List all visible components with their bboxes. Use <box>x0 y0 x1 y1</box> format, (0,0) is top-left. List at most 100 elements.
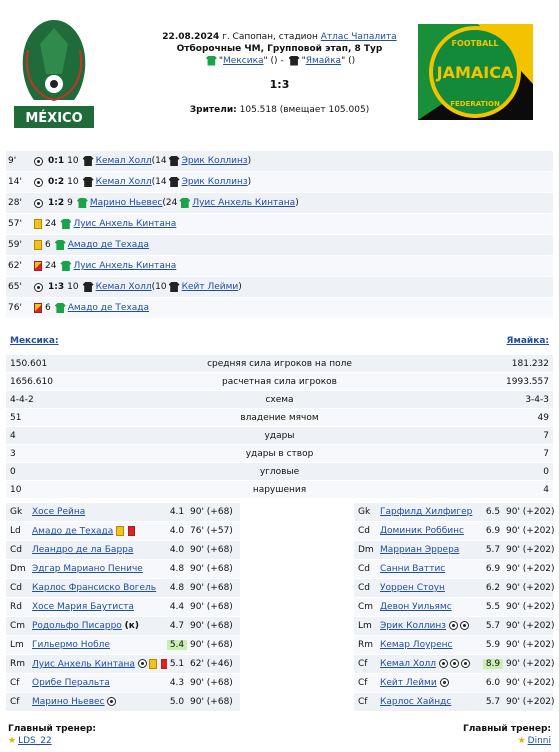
player-link[interactable]: Орибе Перальта <box>32 678 110 688</box>
player-minutes: 90' (+202) <box>506 640 555 650</box>
captain-mark: (к) <box>124 621 140 631</box>
stat-row: 0 угловые 0 <box>6 463 553 480</box>
stat-row: 1656.610 расчетная сила игроков 1993.557 <box>6 373 553 390</box>
player-link[interactable]: Доминик Роббинс <box>380 526 464 536</box>
player-link[interactable]: Родольфо Писарро <box>32 621 122 631</box>
player-position: Cm <box>358 602 374 612</box>
player-link[interactable]: Хосе Рейна <box>32 507 86 517</box>
player-row: Cd Карлос Франсиско Вогель 4.8 90' (+68) <box>6 579 240 597</box>
event-row: 57' 24 Луис Анхель Кинтана <box>6 214 553 234</box>
event-assist-link[interactable]: Эрик Коллинз <box>181 177 248 187</box>
event-row: 62' 24 Луис Анхель Кинтана <box>6 256 553 276</box>
away-coach-label: Главный тренер: <box>462 724 551 734</box>
player-name-cell: Эрик Коллинз <box>380 621 483 631</box>
event-assist-link[interactable]: Луис Анхель Кинтана <box>192 198 296 208</box>
home-shirt-icon <box>54 240 66 250</box>
player-link[interactable]: Эрик Коллинз <box>380 621 447 631</box>
yellow-card-icon <box>148 658 157 669</box>
player-link[interactable]: Девон Уильямс <box>380 602 452 612</box>
stats-home-team-link[interactable]: Мексика: <box>10 336 59 346</box>
player-name-cell: Луис Анхель Кинтана <box>32 658 167 670</box>
star-icon: ★ <box>8 736 17 746</box>
event-row: 14' 0:2 10 Кемал Холл (14 Эрик Коллинз) <box>6 172 553 192</box>
match-date-venue: 22.08.2024 г. Сапопан, стадион Атлас Чап… <box>162 32 397 42</box>
home-shirt-icon <box>76 198 88 208</box>
player-link[interactable]: Эдгар Мариано Пениче <box>32 564 143 574</box>
player-link[interactable]: Кемал Холл <box>380 659 437 669</box>
player-link[interactable]: Марино Ньевес <box>32 697 105 707</box>
player-link[interactable]: Луис Анхель Кинтана <box>32 659 135 670</box>
player-rating: 5.1 <box>169 659 185 669</box>
player-link[interactable]: Карлос Франсиско Вогель <box>32 583 157 593</box>
event-player-link[interactable]: Кемал Холл <box>95 177 152 187</box>
event-score: 0:2 <box>48 177 65 187</box>
home-coach-label: Главный тренер: <box>8 724 97 734</box>
player-minutes: 90' (+202) <box>506 659 555 669</box>
event-player-link[interactable]: Луис Анхель Кинтана <box>73 219 177 229</box>
stat-home-value: 51 <box>10 412 22 423</box>
player-link[interactable]: Гарфилд Хилфигер <box>380 507 473 517</box>
attendance: Зрители: 105.518 (вмещает 105.005) <box>189 105 370 115</box>
player-position: Cf <box>358 697 368 707</box>
event-player-number: 10 <box>67 156 79 166</box>
player-name-cell: Уоррен Стоун <box>380 583 483 593</box>
player-minutes: 90' (+202) <box>506 564 555 574</box>
event-player-link[interactable]: Марино Ньевес <box>89 198 163 208</box>
stat-row: 51 владение мячом 49 <box>6 409 553 426</box>
home-coach-link[interactable]: LDS_22 <box>18 736 52 746</box>
player-link[interactable]: Амадо де Техада <box>32 526 114 537</box>
player-link[interactable]: Гильермо Нобле <box>32 640 110 650</box>
player-row: Cd Леандро де ла Барра 4.0 90' (+68) <box>6 541 240 559</box>
player-link[interactable]: Кемар Лоуренс <box>380 640 453 650</box>
player-position: Cd <box>10 545 22 555</box>
player-link[interactable]: Уоррен Стоун <box>380 583 445 593</box>
event-score: 1:2 <box>48 198 65 208</box>
event-score: 0:1 <box>48 156 65 166</box>
event-minute: 14' <box>8 177 22 187</box>
jamaica-logo: JAMAICA FOOTBALL FEDERATION <box>418 24 533 120</box>
red-card-icon <box>128 525 136 536</box>
event-assist-link[interactable]: Кейт Лейми <box>181 282 239 292</box>
player-rating: 6.5 <box>485 507 501 517</box>
player-rating: 4.8 <box>169 583 185 593</box>
player-minutes: 90' (+68) <box>190 621 233 631</box>
event-player-link[interactable]: Кемал Холл <box>95 282 152 292</box>
event-player-link[interactable]: Кемал Холл <box>95 156 152 166</box>
player-position: Cf <box>358 678 368 688</box>
event-player-link[interactable]: Амадо де Техада <box>67 303 150 313</box>
player-row: Cd Доминик Роббинс 6.9 90' (+202) <box>354 522 555 540</box>
stat-label: угловые <box>259 466 300 477</box>
stadium-link[interactable]: Атлас Чапалита <box>320 32 397 42</box>
mexico-logo: MÉXICO <box>14 20 94 128</box>
event-row: 76' 6 Амадо де Техада <box>6 298 553 318</box>
player-link[interactable]: Леандро де ла Барра <box>32 545 134 555</box>
away-team-link[interactable]: Ямайка <box>305 56 342 66</box>
stat-label: расчетная сила игроков <box>222 376 337 387</box>
home-shirt-icon <box>179 198 191 208</box>
player-link[interactable]: Кейт Лейми <box>380 678 437 688</box>
player-name-cell: Гарфилд Хилфигер <box>380 507 483 517</box>
stat-label: средняя сила игроков на поле <box>207 358 352 369</box>
away-lineup: Gk Гарфилд Хилфигер 6.5 90' (+202) Cd Доминик… <box>354 503 555 712</box>
assist-suffix: ) <box>247 156 252 166</box>
stat-label: удары в створ <box>245 448 314 459</box>
player-link[interactable]: Карлос Хайндс <box>380 697 452 707</box>
player-link[interactable]: Хосе Мария Баутиста <box>32 602 134 612</box>
event-assist-link[interactable]: Эрик Коллинз <box>181 156 248 166</box>
player-rating: 4.3 <box>169 678 185 688</box>
player-name-cell: Родольфо Писарро (к) <box>32 621 167 631</box>
player-minutes: 90' (+68) <box>190 583 233 593</box>
player-link[interactable]: Марриан Эррера <box>380 545 460 555</box>
away-coach-link[interactable]: Dinni <box>527 736 551 746</box>
player-link[interactable]: Санни Ваттис <box>380 564 446 574</box>
home-team-link[interactable]: Мексика <box>223 56 264 66</box>
player-rating: 4.7 <box>169 621 185 631</box>
player-row: Rm Луис Анхель Кинтана 5.1 62' (+46) <box>6 655 240 673</box>
player-rating: 8.9 <box>483 659 503 669</box>
stat-row: 4 удары 7 <box>6 427 553 444</box>
assist-prefix: (14 <box>151 156 167 166</box>
event-player-link[interactable]: Луис Анхель Кинтана <box>73 261 177 271</box>
stats-away-team-link[interactable]: Ямайка: <box>506 336 549 346</box>
event-player-link[interactable]: Амадо де Техада <box>67 240 150 250</box>
player-minutes: 90' (+68) <box>190 602 233 612</box>
